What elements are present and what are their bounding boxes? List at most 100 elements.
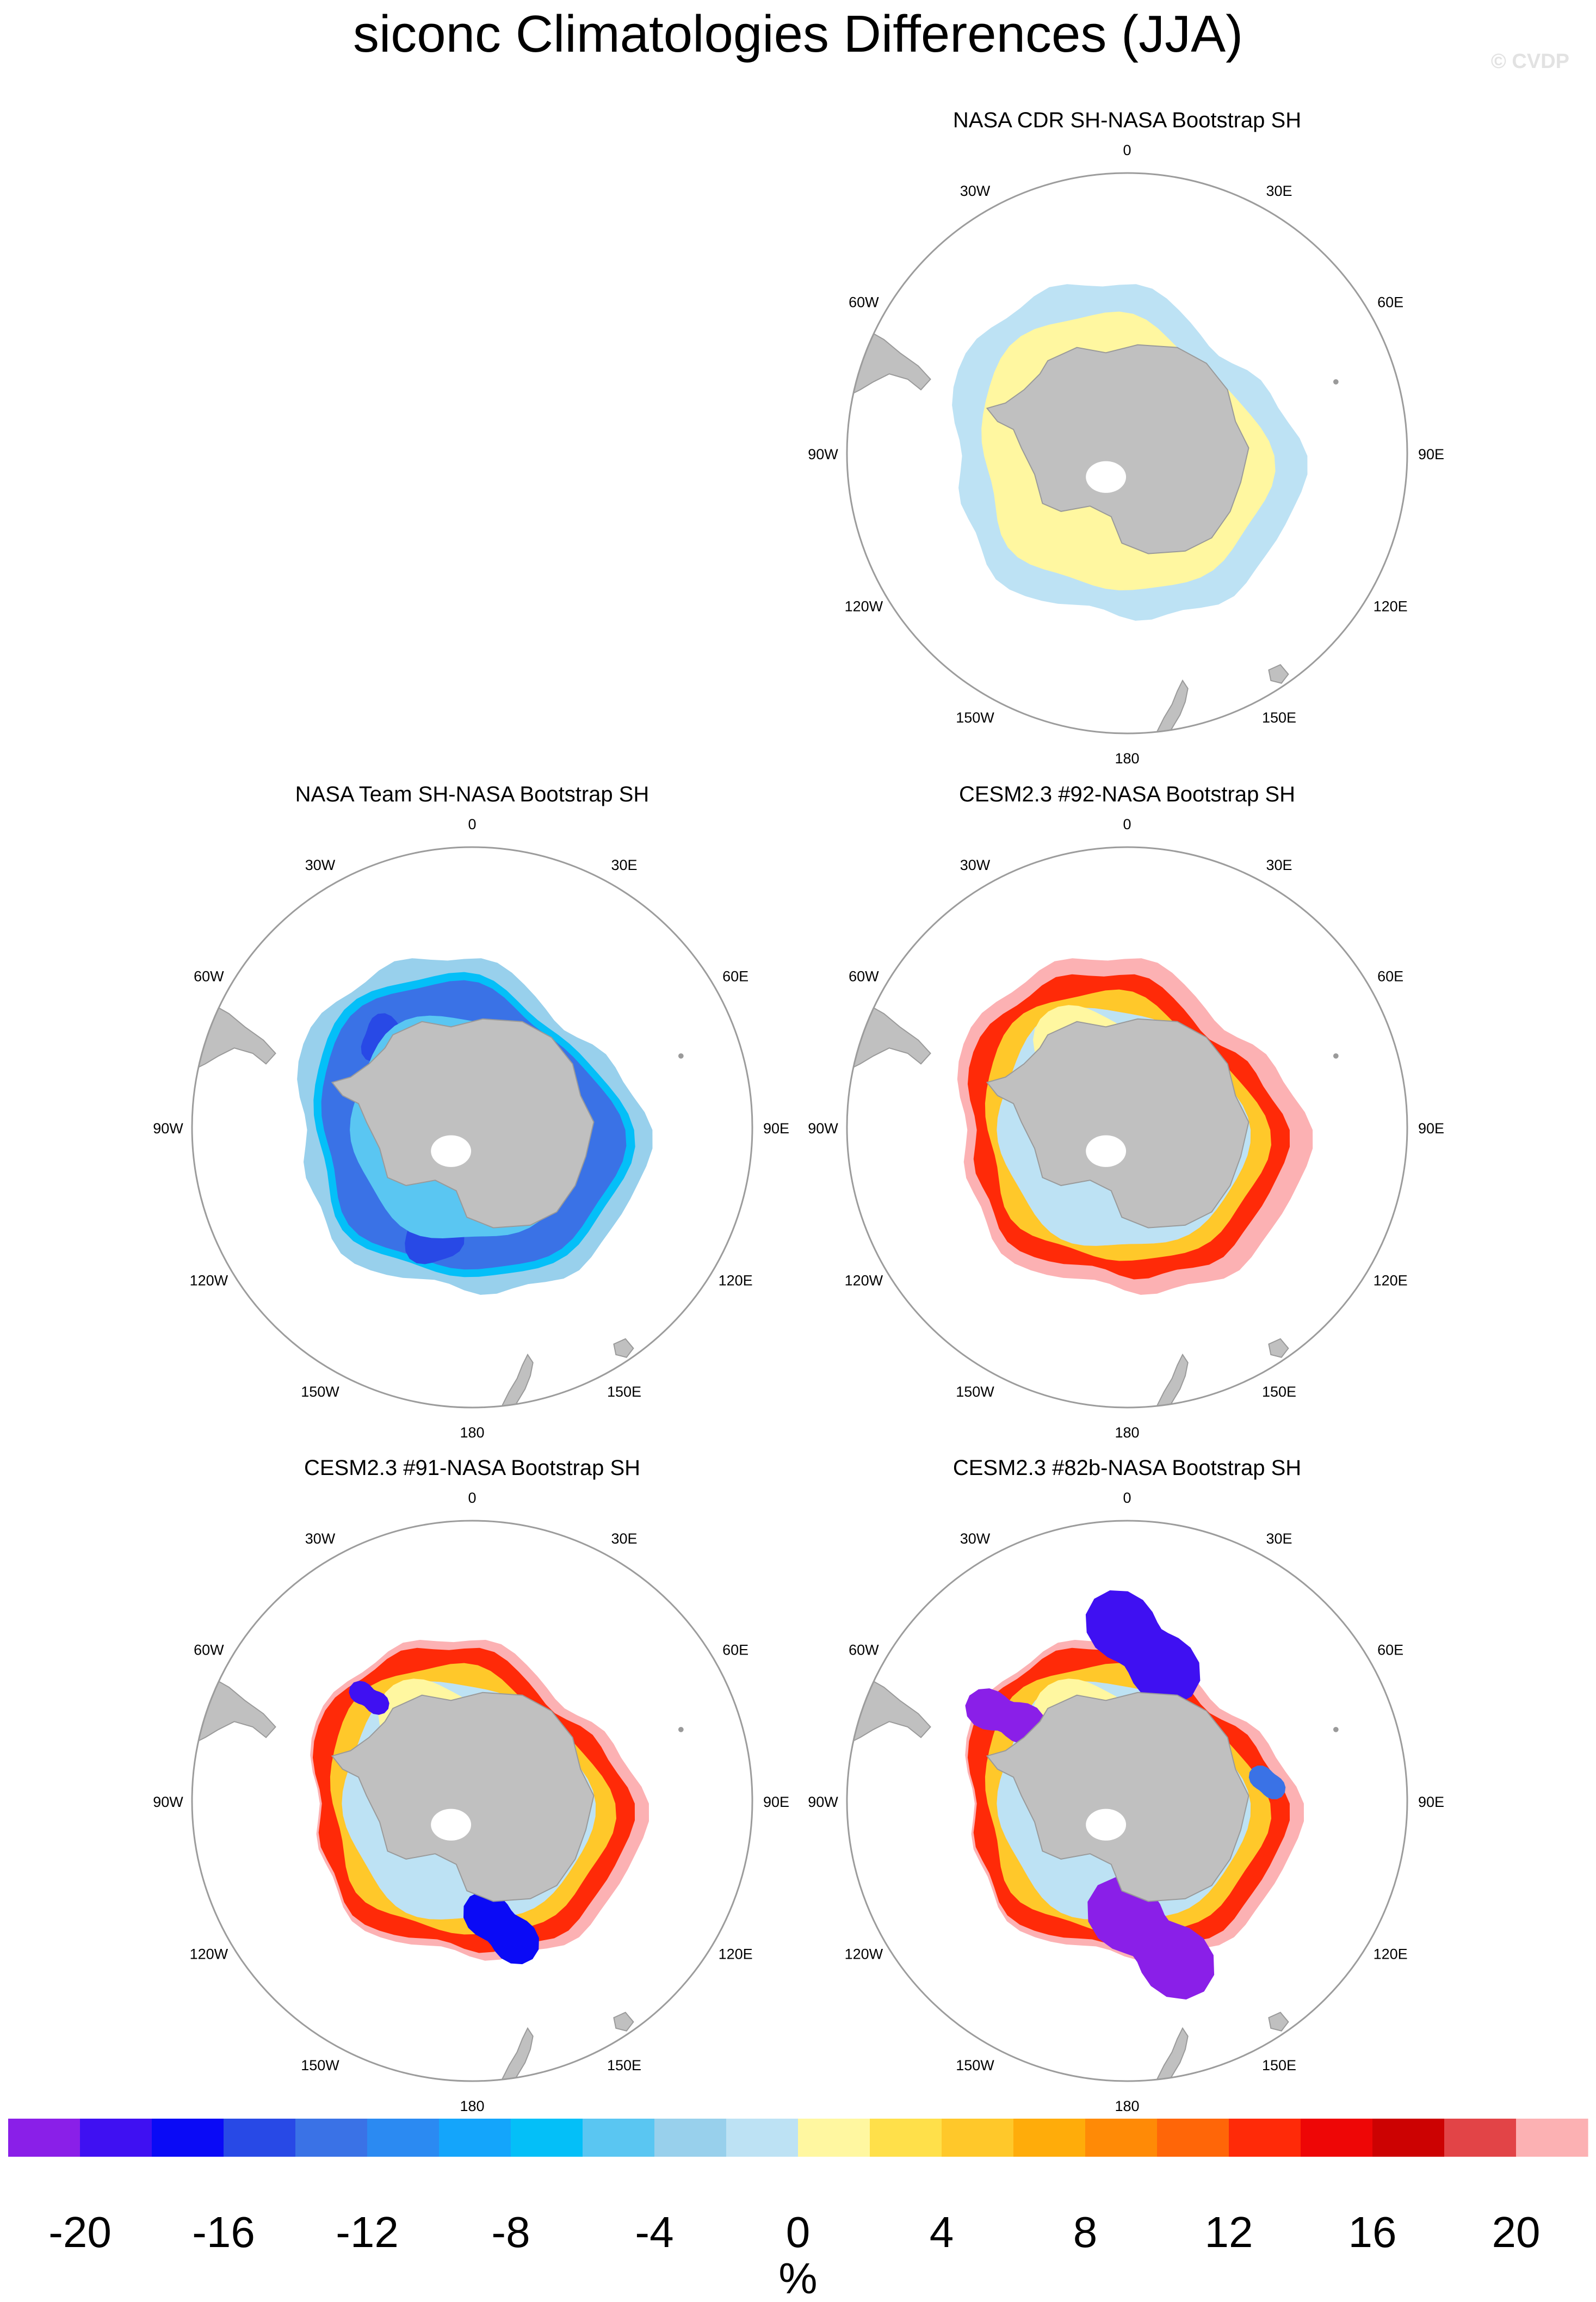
map-panel-m82b: CESM2.3 #82b-NASA Bootstrap SH 0 30E 60E 90E…: [808, 1456, 1444, 2114]
lon-label: 90E: [763, 1120, 789, 1137]
colorbar-swatch: [511, 2119, 583, 2157]
colorbar-swatch: [798, 2119, 870, 2157]
lon-label: 120W: [845, 598, 883, 615]
colorbar-swatch: [1085, 2119, 1158, 2157]
lon-label: 150E: [1262, 709, 1296, 726]
map-content: [192, 1640, 684, 2081]
map-panel-cdr: NASA CDR SH-NASA Bootstrap SH 0 30E 60E 90E 1…: [808, 108, 1444, 767]
lon-label: 150W: [301, 2057, 339, 2073]
map-boundary: [846, 846, 1408, 1409]
map-content: [192, 958, 684, 1408]
lon-label: 90E: [1418, 446, 1444, 462]
panel-title: CESM2.3 #92-NASA Bootstrap SH: [959, 782, 1295, 806]
colorbar-swatch: [1372, 2119, 1445, 2157]
colorbar-swatch: [583, 2119, 655, 2157]
map-boundary: [846, 1520, 1408, 2082]
ice-diff-south-deficit: [1087, 1877, 1215, 1999]
map-panel-team: NASA Team SH-NASA Bootstrap SH 0 30E 60E 90E…: [153, 782, 789, 1441]
lon-label: 30W: [960, 857, 991, 873]
lon-label: 90W: [153, 1794, 183, 1810]
tasmania-landmass: [613, 2011, 634, 2032]
lon-label: 60E: [1377, 968, 1403, 985]
lon-label: 120E: [1374, 1946, 1408, 1962]
map-panels: NASA CDR SH-NASA Bootstrap SH 0 30E 60E 90E 1…: [153, 108, 1444, 2114]
lon-label: 180: [1115, 2098, 1139, 2114]
antarctica-landmass: [986, 1692, 1249, 1902]
colorbar-tick-label: 20: [1492, 2208, 1541, 2256]
lon-label: 90E: [1418, 1120, 1444, 1137]
colorbar-swatch: [1444, 2119, 1517, 2157]
colorbar-swatch: [439, 2119, 511, 2157]
lon-label: 60W: [194, 968, 224, 985]
kerguelen-island: [678, 1726, 684, 1732]
kerguelen-island: [1333, 379, 1339, 385]
lon-label: 60E: [1377, 294, 1403, 311]
lon-label: 90E: [1418, 1794, 1444, 1810]
lon-label: 30W: [305, 857, 336, 873]
colorbar-swatch: [870, 2119, 942, 2157]
lon-label: 120E: [1374, 1273, 1408, 1289]
map-panel-m92: CESM2.3 #92-NASA Bootstrap SH 0 30E 60E 90E 1…: [808, 782, 1444, 1441]
map-boundary: [846, 172, 1408, 735]
colorbar-swatch: [224, 2119, 296, 2157]
colorbar-tick-label: -8: [491, 2208, 530, 2256]
map-content: [847, 284, 1339, 733]
lon-label: 150E: [607, 1384, 641, 1400]
kerguelen-island: [1333, 1726, 1339, 1732]
lon-label: 60W: [849, 1642, 879, 1658]
lon-label: 30E: [1266, 183, 1292, 199]
new-zealand-landmass: [500, 1353, 534, 1408]
lon-label: 60E: [1377, 1642, 1403, 1658]
lon-label: 60E: [722, 968, 748, 985]
colorbar-tick-label: 12: [1205, 2208, 1253, 2256]
map-boundary: [191, 1520, 753, 2082]
lon-label: 180: [460, 1424, 484, 1441]
new-zealand-landmass: [1155, 679, 1189, 733]
lon-label: 90E: [763, 1794, 789, 1810]
ice-diff-north-deficit: [1085, 1590, 1201, 1705]
map-content: [847, 1590, 1339, 2081]
colorbar-swatch: [152, 2119, 224, 2157]
colorbar-swatch: [1301, 2119, 1373, 2157]
lon-label: 0: [1123, 142, 1131, 158]
panel-title: NASA CDR SH-NASA Bootstrap SH: [953, 108, 1301, 132]
kerguelen-island: [678, 1053, 684, 1059]
lon-label: 30W: [960, 183, 991, 199]
antarctica-landmass: [986, 344, 1249, 554]
lon-label: 150E: [1262, 1384, 1296, 1400]
panel-title: CESM2.3 #82b-NASA Bootstrap SH: [953, 1456, 1301, 1480]
ross-ice-shelf: [1086, 1809, 1127, 1841]
colorbar-swatch: [942, 2119, 1014, 2157]
lon-label: 120E: [719, 1946, 753, 1962]
lon-label: 150E: [607, 2057, 641, 2073]
map-content: [847, 958, 1339, 1408]
tasmania-landmass: [613, 1338, 634, 1358]
lon-label: 150W: [956, 709, 994, 726]
lon-label: 150W: [956, 2057, 994, 2073]
new-zealand-landmass: [1155, 1353, 1189, 1408]
colorbar-tick-label: -4: [635, 2208, 673, 2256]
colorbar-swatch: [8, 2119, 81, 2157]
colorbar-swatch: [1229, 2119, 1301, 2157]
lon-label: 0: [1123, 1490, 1131, 1506]
lon-label: 30E: [611, 1530, 637, 1547]
lon-label: 120E: [1374, 598, 1408, 615]
watermark: © CVDP: [1491, 50, 1569, 73]
lon-label: 180: [1115, 750, 1139, 767]
colorbar-tick-label: -20: [48, 2208, 112, 2256]
lon-label: 60W: [194, 1642, 224, 1658]
lon-label: 0: [468, 816, 476, 832]
antarctica-landmass: [331, 1018, 595, 1229]
ross-ice-shelf: [431, 1135, 472, 1167]
lon-label: 120W: [845, 1946, 883, 1962]
ross-ice-shelf: [1086, 461, 1127, 493]
lon-label: 30E: [611, 857, 637, 873]
lon-label: 90W: [808, 1794, 838, 1810]
colorbar: -20 -16 -12 -8 -4 0 4 8 12 16 20%: [8, 2119, 1588, 2302]
lon-label: 60E: [722, 1642, 748, 1658]
new-zealand-landmass: [500, 2027, 534, 2081]
lon-label: 150W: [301, 1384, 339, 1400]
colorbar-tick-label: 0: [786, 2208, 811, 2256]
map-boundary: [191, 846, 753, 1409]
ross-ice-shelf: [431, 1809, 472, 1841]
